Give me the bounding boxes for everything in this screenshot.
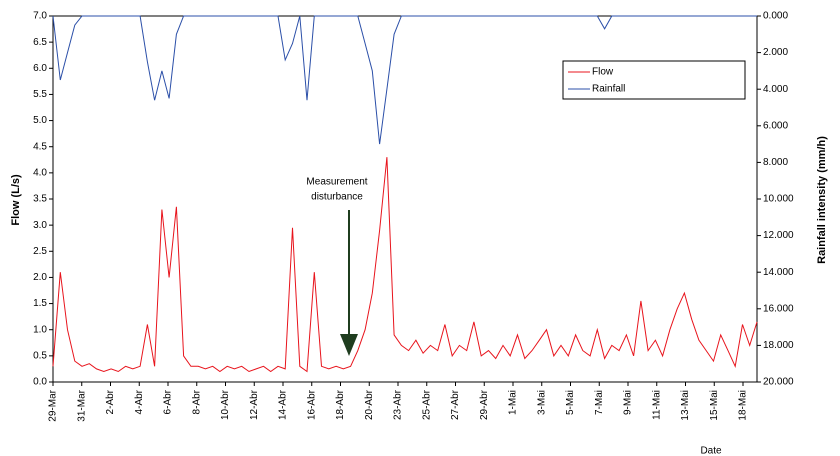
x-tick-label: 13-Mai xyxy=(680,390,691,421)
y2-tick-label: 0.000 xyxy=(763,11,788,22)
x-tick-label: 29-Mar xyxy=(48,389,59,421)
x-tick-label: 8-Abr xyxy=(191,389,202,414)
x-tick-label: 18-Abr xyxy=(335,389,346,420)
y2-axis-title: Rainfall intensity (mm/h) xyxy=(816,136,828,264)
y-tick-label: 4.5 xyxy=(33,141,47,152)
x-tick-label: 16-Abr xyxy=(306,389,317,420)
x-tick-label: 31-Mar xyxy=(76,389,87,421)
y-tick-label: 5.0 xyxy=(33,115,47,126)
annotation-text: Measurement xyxy=(306,177,367,188)
y-axis-title: Flow (L/s) xyxy=(10,174,22,226)
x-tick-label: 14-Abr xyxy=(278,389,289,420)
y2-tick-label: 4.000 xyxy=(763,84,788,95)
x-tick-label: 9-Mai xyxy=(623,390,634,415)
y-tick-label: 7.0 xyxy=(33,11,47,22)
x-tick-label: 27-Abr xyxy=(450,389,461,420)
x-tick-label: 20-Abr xyxy=(364,389,375,420)
y2-tick-label: 8.000 xyxy=(763,157,788,168)
annotation-text: disturbance xyxy=(311,192,363,203)
x-tick-label: 25-Abr xyxy=(421,389,432,420)
y-tick-label: 4.0 xyxy=(33,167,47,178)
y-tick-label: 2.0 xyxy=(33,272,47,283)
x-tick-label: 10-Abr xyxy=(220,389,231,420)
legend-box xyxy=(562,60,746,100)
x-tick-label: 1-Mai xyxy=(508,390,519,415)
legend-label: Flow xyxy=(592,67,614,78)
annotation-arrow-head xyxy=(340,334,358,356)
y2-tick-label: 14.000 xyxy=(763,267,794,278)
x-tick-label: 4-Abr xyxy=(134,389,145,414)
legend-label: Rainfall xyxy=(592,84,625,95)
x-tick-label: 5-Mai xyxy=(565,390,576,415)
y-tick-label: 6.0 xyxy=(33,63,47,74)
series-line xyxy=(52,157,758,373)
x-axis-title: Date xyxy=(700,446,722,456)
y-tick-label: 6.5 xyxy=(33,37,47,48)
y-tick-label: 0.0 xyxy=(33,377,47,388)
x-tick-label: 7-Mai xyxy=(594,390,605,415)
y-tick-label: 1.0 xyxy=(33,324,47,335)
x-tick-label: 6-Abr xyxy=(163,389,174,414)
y-tick-label: 0.5 xyxy=(33,350,47,361)
x-tick-label: 11-Mai xyxy=(651,390,662,420)
y2-tick-label: 18.000 xyxy=(763,340,794,351)
x-tick-label: 23-Abr xyxy=(393,389,404,420)
y-tick-label: 3.5 xyxy=(33,194,47,205)
y2-tick-label: 10.000 xyxy=(763,194,794,205)
y2-tick-label: 16.000 xyxy=(763,303,794,314)
x-tick-label: 29-Abr xyxy=(479,389,490,420)
y-tick-label: 2.5 xyxy=(33,246,47,257)
series-line xyxy=(52,15,757,145)
x-tick-label: 18-Mai xyxy=(738,390,749,421)
y2-tick-label: 12.000 xyxy=(763,230,794,241)
y2-tick-label: 20.000 xyxy=(763,377,794,388)
y2-tick-label: 6.000 xyxy=(763,120,788,131)
x-tick-label: 15-Mai xyxy=(709,390,720,421)
x-tick-label: 2-Abr xyxy=(105,389,116,414)
y-tick-label: 5.5 xyxy=(33,89,47,100)
x-tick-label: 3-Mai xyxy=(536,390,547,415)
x-tick-label: 12-Abr xyxy=(249,389,260,420)
y-tick-label: 1.5 xyxy=(33,298,47,309)
y2-tick-label: 2.000 xyxy=(763,47,788,58)
y-tick-label: 3.0 xyxy=(33,220,47,231)
